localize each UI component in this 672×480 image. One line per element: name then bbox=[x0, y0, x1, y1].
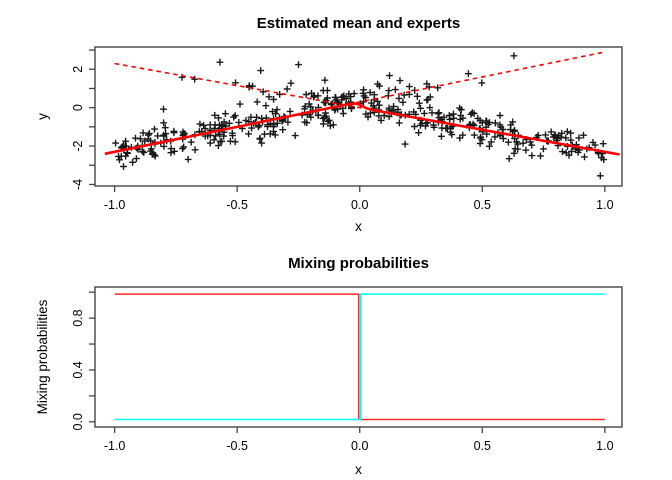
x-tick-label: 0.0 bbox=[351, 198, 368, 212]
x-tick-label: 0.5 bbox=[474, 198, 491, 212]
y-tick-label: -4 bbox=[71, 179, 85, 190]
y-tick-label: 0 bbox=[71, 104, 85, 111]
expert-2-descending-line bbox=[114, 62, 605, 153]
x-tick-label: -0.5 bbox=[226, 439, 248, 453]
pi-expert-1-line bbox=[114, 293, 605, 421]
y-tick-label: 0.4 bbox=[71, 361, 85, 378]
y-tick-label: 2 bbox=[71, 66, 85, 73]
x-tick-label: 0.0 bbox=[351, 439, 368, 453]
y-tick-label: 0.0 bbox=[71, 413, 85, 430]
y-tick-label: 0.8 bbox=[71, 309, 85, 326]
scatter-points bbox=[112, 52, 608, 180]
x-tick-label: -1.0 bbox=[104, 439, 126, 453]
bottom-plot-area: -1.0 -0.5 0.0 0.5 1.0 0.0 0.4 0.8 bbox=[71, 286, 623, 453]
x-tick-label: 1.0 bbox=[596, 198, 613, 212]
top-plot-ylabel: y bbox=[35, 113, 50, 120]
x-tick-label: 0.5 bbox=[474, 439, 491, 453]
top-plot-title: Estimated mean and experts bbox=[257, 15, 460, 32]
top-plot-xlabel: x bbox=[355, 219, 362, 234]
top-plot: Estimated mean and experts x y -1.0 -0.5 0… bbox=[35, 15, 623, 234]
estimated-mean-line bbox=[104, 102, 620, 156]
bottom-plot: Mixing probabilities x Mixing probabilit… bbox=[35, 255, 623, 477]
x-tick-label: -1.0 bbox=[104, 198, 126, 212]
y-tick-label: -2 bbox=[71, 140, 85, 151]
plot-frame bbox=[94, 286, 623, 428]
bottom-plot-xlabel: x bbox=[355, 462, 362, 477]
top-plot-area: -1.0 -0.5 0.0 0.5 1.0 -4 -2 0 2 bbox=[71, 46, 623, 212]
expert-1-ascending-line bbox=[114, 51, 606, 153]
bottom-plot-title: Mixing probabilities bbox=[288, 255, 429, 272]
x-tick-label: -0.5 bbox=[226, 198, 248, 212]
bottom-plot-ylabel: Mixing probabilities bbox=[35, 299, 50, 414]
pi-expert-2-line bbox=[114, 293, 605, 421]
x-tick-label: 1.0 bbox=[596, 439, 613, 453]
plot-frame bbox=[94, 46, 623, 187]
